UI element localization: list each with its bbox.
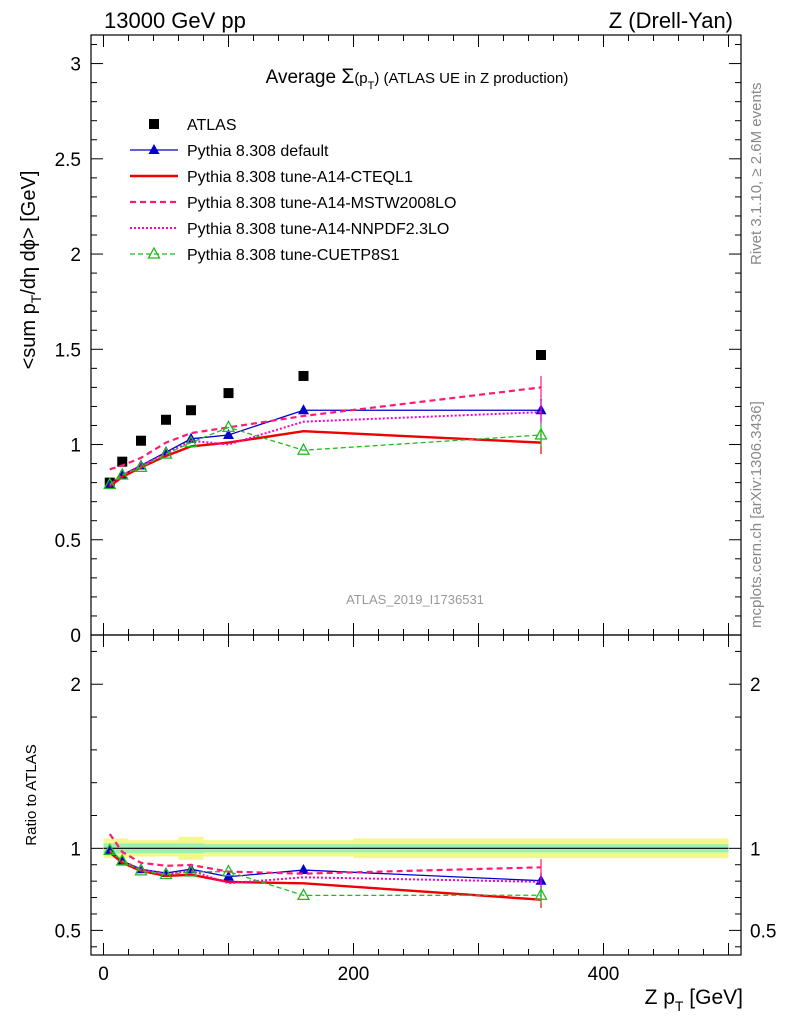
rivet-label: Rivet 3.1.10, ≥ 2.6M events (748, 83, 765, 266)
series-5-line (109, 426, 542, 486)
y-tick-label: 0 (70, 626, 81, 647)
legend-label: Pythia 8.308 tune-CUETP8S1 (187, 247, 400, 264)
y-tick-label: 2 (70, 245, 81, 266)
legend-marker (148, 144, 160, 154)
x-tick-label: 200 (338, 964, 370, 985)
series-3-ratio-line (108, 833, 542, 875)
ratio-frame (90, 634, 742, 956)
y-tick-label: 3 (70, 55, 81, 76)
ratio-tick-label-left: 0.5 (55, 921, 81, 942)
y-tick-label: 2.5 (55, 150, 81, 171)
ratio-tick-label-right: 1 (750, 839, 761, 860)
series-1-line (109, 409, 541, 486)
series-5-point (534, 427, 548, 440)
x-tick-label: 0 (98, 964, 109, 985)
series-5-ratio-point (534, 887, 548, 900)
main-panel: 0 0.5 1 1.5 2 2.5 3 (55, 34, 742, 955)
main-ylabel: <sum pT/dη dϕ> [GeV] (18, 171, 44, 370)
series-5-point (103, 477, 117, 490)
series-0-point (536, 350, 546, 360)
series-5-point (115, 467, 129, 480)
series-0-point (298, 370, 309, 381)
series-0-point (223, 388, 234, 399)
series-5-ratio-point (134, 863, 148, 876)
series-5-ratio-point (103, 843, 117, 856)
series-5-point (159, 446, 173, 459)
ratio-tick-label-left: 1 (70, 839, 81, 860)
series-0-point (161, 414, 171, 425)
legend-label: Pythia 8.308 tune-A14-NNPDF2.3LO (187, 221, 449, 238)
legend-label: ATLAS (187, 117, 237, 134)
series-5-point (184, 435, 198, 448)
series-5-ratio-point (159, 867, 173, 880)
process-label: Z (Drell-Yan) (609, 8, 733, 33)
series-0-point (186, 405, 196, 416)
series-5-ratio-point (184, 864, 198, 877)
legend: ATLAS Pythia 8.308 default Pythia 8.308 tu… (130, 117, 456, 264)
series-5-ratio-line (109, 849, 542, 897)
series-4-ratio-line (109, 849, 542, 885)
series-3-line (109, 386, 542, 471)
mcplots-label: mcplots.cern.ch [arXiv:1306.3436] (748, 401, 765, 628)
ratio-ylabel: Ratio to ATLAS (23, 744, 40, 845)
series-5-point (221, 420, 236, 433)
legend-marker (147, 246, 161, 259)
legend-label: Pythia 8.308 tune-A14-MSTW2008LO (187, 195, 456, 212)
y-tick-label: 1.5 (55, 340, 81, 361)
series-5-ratio-point (115, 853, 129, 866)
y-tick-label: 1 (70, 436, 81, 457)
series-0-point (136, 435, 146, 446)
series-5-point (134, 460, 148, 473)
series-5-ratio-point (296, 888, 311, 901)
series-5-ratio-point (221, 864, 236, 877)
energy-label: 13000 GeV pp (104, 8, 246, 33)
series-5-point (296, 442, 311, 455)
legend-marker (149, 119, 159, 129)
series-2-ratio-line (108, 851, 542, 901)
ratio-tick-label-right: 0.5 (750, 921, 776, 942)
ratio-panel: 0 200 400 0.5 0.5 1 1 2 2 (55, 634, 776, 985)
legend-label: Pythia 8.308 tune-A14-CTEQL1 (187, 169, 413, 186)
series-1-point (298, 404, 309, 415)
series-1-ratio-point (298, 864, 309, 875)
series-1-point (223, 429, 234, 439)
ratio-tick-label-right: 2 (750, 675, 761, 696)
ratio-tick-label-left: 2 (70, 675, 81, 696)
y-tick-label: 0.5 (55, 531, 81, 552)
legend-label: Pythia 8.308 default (187, 143, 329, 160)
x-tick-label: 400 (588, 964, 620, 985)
analysis-id: ATLAS_2019_I1736531 (346, 592, 484, 607)
plot-title: Average Σ(pT) (ATLAS UE in Z production) (266, 65, 569, 92)
series-0-point (117, 456, 128, 467)
xlabel: Z pT [GeV] (645, 986, 743, 1014)
